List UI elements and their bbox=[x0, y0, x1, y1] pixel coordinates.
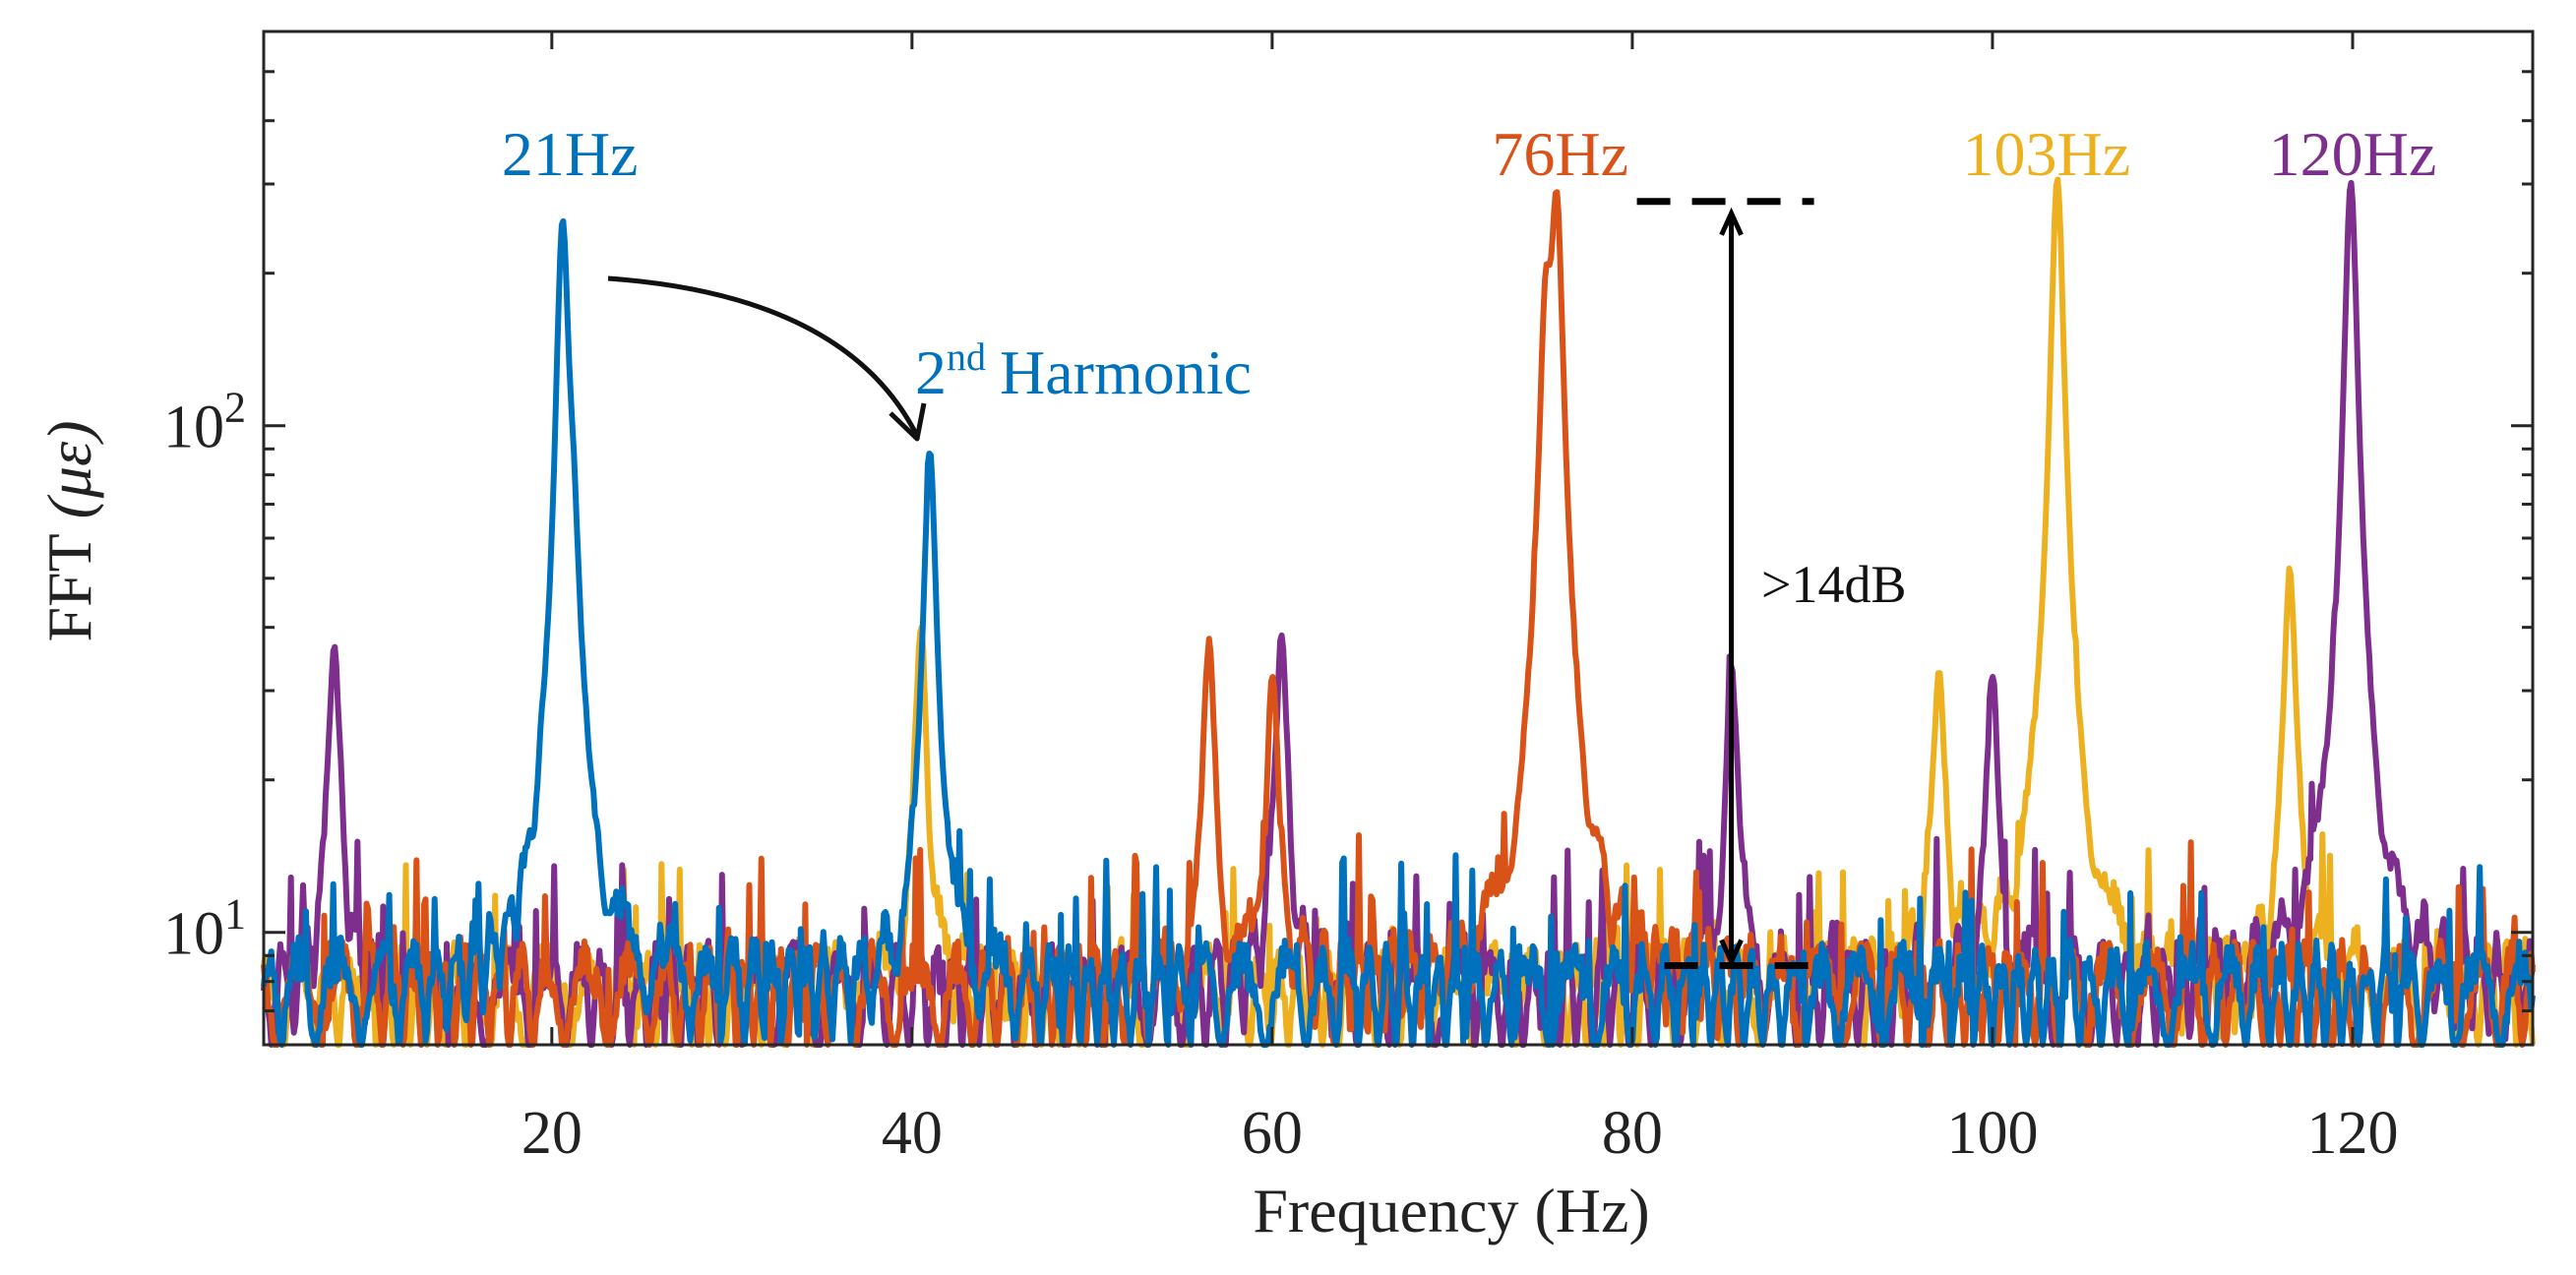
harmonic-arrow bbox=[607, 275, 920, 438]
x-axis-label: Frequency (Hz) bbox=[1253, 1176, 1649, 1245]
dynamic-range-label: >14dB bbox=[1761, 555, 1906, 614]
y-tick-label-10: 101 bbox=[163, 890, 246, 968]
x-tick-label-20: 20 bbox=[521, 1100, 583, 1167]
x-tick-label-60: 60 bbox=[1242, 1100, 1303, 1167]
x-tick-label-40: 40 bbox=[882, 1100, 943, 1167]
y-tick-label-100: 102 bbox=[163, 384, 246, 461]
harmonic-annotation: 2nd Harmonic bbox=[915, 334, 1252, 407]
harmonic-arrow-head bbox=[889, 402, 927, 442]
range-arrow-head-top bbox=[1719, 207, 1744, 236]
peak-label-21hz: 21Hz bbox=[502, 119, 639, 189]
peak-label-120hz: 120Hz bbox=[2269, 119, 2437, 189]
y-axis-label: FFT (με) bbox=[34, 420, 104, 641]
x-tick-label-80: 80 bbox=[1602, 1100, 1663, 1167]
dynamic-range-marker bbox=[1636, 198, 1820, 969]
range-arrow-head-bottom bbox=[1719, 939, 1744, 968]
x-tick-label-120: 120 bbox=[2306, 1100, 2398, 1167]
peak-label-103hz: 103Hz bbox=[1963, 119, 2131, 189]
series-layer bbox=[261, 176, 2536, 1048]
tick-layer bbox=[264, 30, 2533, 1047]
x-tick-label-100: 100 bbox=[1946, 1100, 2038, 1167]
peak-label-76hz: 76Hz bbox=[1492, 119, 1628, 189]
series-line-21hz-excitation bbox=[261, 217, 2536, 1048]
